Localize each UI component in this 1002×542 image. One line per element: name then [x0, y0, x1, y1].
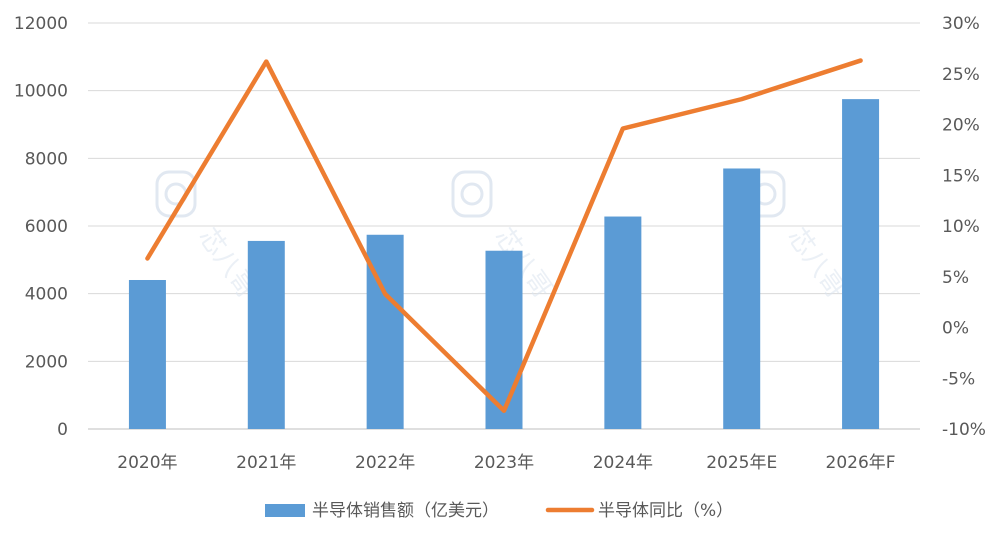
y-right-tick-label: 0%	[942, 319, 969, 339]
y-right-tick-label: 10%	[942, 217, 980, 237]
watermark-frame	[451, 170, 493, 218]
line-series	[145, 58, 863, 413]
legend-label-line: 半导体同比（%）	[598, 501, 733, 521]
legend-label-bar: 半导体销售额（亿美元）	[312, 501, 499, 521]
watermark-text: 芯八哥	[781, 223, 850, 304]
x-axis: 2020年 2021年 2022年 2023年 2024年 2025年E 2026年F	[117, 453, 895, 473]
right-axis: -10% -5% 0% 5% 10% 15% 20% 25% 30%	[942, 14, 986, 440]
y-left-tick-label: 2000	[25, 352, 68, 372]
legend: 半导体销售额（亿美元） 半导体同比（%）	[265, 501, 733, 521]
watermark-logo: 芯八哥	[744, 170, 851, 304]
y-right-tick-label: 15%	[942, 166, 980, 186]
y-left-tick-label: 12000	[14, 14, 68, 34]
x-tick-label: 2022年	[355, 453, 415, 473]
y-left-tick-label: 4000	[25, 285, 68, 305]
x-tick-label: 2023年	[474, 453, 534, 473]
bar	[604, 216, 642, 429]
y-right-tick-label: 25%	[942, 65, 980, 85]
x-tick-label: 2025年E	[706, 453, 777, 473]
y-right-tick-label: -10%	[942, 420, 986, 440]
legend-swatch-bar	[265, 504, 305, 517]
y-left-tick-label: 10000	[14, 82, 68, 102]
y-left-tick-label: 0	[57, 420, 68, 440]
left-axis: 0 2000 4000 6000 8000 10000 12000	[14, 14, 68, 440]
x-tick-label: 2021年	[236, 453, 296, 473]
x-tick-label: 2024年	[593, 453, 653, 473]
watermark-logo: 芯八哥	[155, 170, 262, 304]
bar	[485, 250, 523, 429]
bar	[128, 279, 166, 429]
y-right-tick-label: 5%	[942, 268, 969, 288]
bar	[842, 99, 880, 429]
y-left-tick-label: 6000	[25, 217, 68, 237]
x-tick-label: 2026年F	[826, 453, 896, 473]
y-left-tick-label: 8000	[25, 149, 68, 169]
x-tick-label: 2020年	[117, 453, 177, 473]
gridlines	[88, 22, 920, 430]
y-right-tick-label: 20%	[942, 116, 980, 136]
y-right-tick-label: 30%	[942, 14, 980, 34]
watermark-ring	[460, 182, 484, 206]
y-right-tick-label: -5%	[942, 369, 975, 389]
bar	[723, 168, 761, 429]
watermark-frame	[155, 170, 197, 218]
bar	[247, 240, 285, 429]
